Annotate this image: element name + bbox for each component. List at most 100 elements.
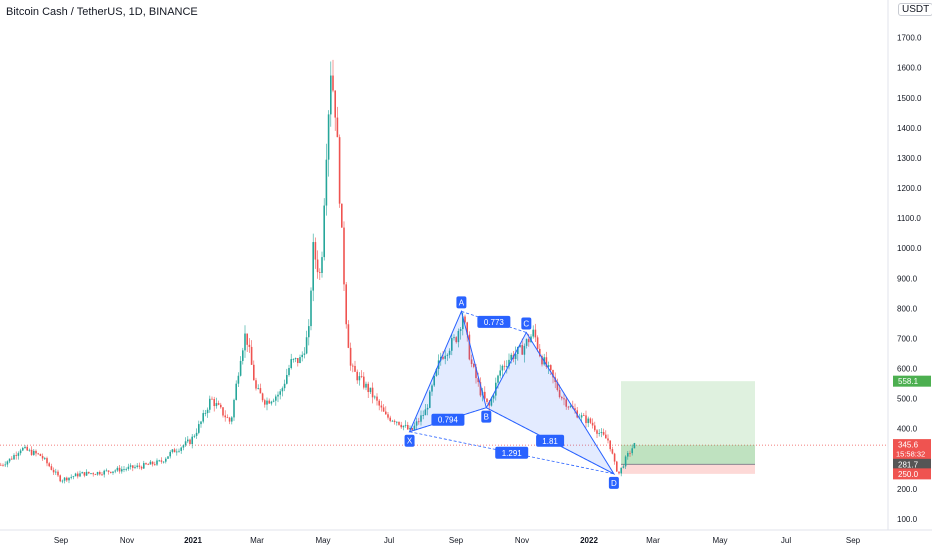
pattern-point-box — [608, 476, 619, 489]
price-axis-tick-label: 800.0 — [897, 304, 918, 313]
time-axis-tick-label: Mar — [250, 536, 264, 545]
candle-body — [620, 467, 622, 474]
candle-body — [68, 477, 70, 481]
candle-body — [268, 400, 270, 404]
candle-body — [433, 375, 435, 386]
candle-body — [19, 450, 22, 454]
candle-body — [77, 473, 79, 477]
candle-body — [624, 456, 627, 467]
candle-body — [532, 329, 534, 337]
candle-body — [587, 418, 589, 424]
ratio-label-box — [431, 413, 465, 426]
candle-body — [48, 463, 50, 467]
currency-unit-button[interactable]: USDT — [898, 3, 932, 16]
time-axis-tick-label: Sep — [449, 536, 464, 545]
candle-body — [382, 407, 385, 412]
candle-body — [4, 464, 6, 466]
price-label-box — [893, 468, 931, 480]
pattern-point-c: C — [523, 319, 529, 328]
candle-body — [618, 471, 620, 474]
candle-body — [154, 464, 156, 466]
candle-body — [165, 458, 167, 462]
candle-body — [426, 407, 429, 410]
candle-body — [24, 446, 26, 448]
candle-body — [13, 455, 15, 460]
candle-body — [255, 380, 257, 389]
candle-body — [215, 403, 218, 407]
candle-body — [371, 387, 374, 398]
candle-body — [44, 458, 46, 459]
candle-body — [222, 407, 224, 416]
candle-body — [220, 404, 222, 408]
candle-body — [574, 408, 576, 411]
candle-body — [547, 365, 550, 367]
candle-body — [349, 347, 352, 366]
pattern-point-box — [404, 434, 415, 447]
candle-body — [459, 329, 462, 331]
candle-body — [378, 400, 380, 406]
candle-body — [541, 356, 543, 365]
candle-body — [136, 465, 138, 467]
time-axis-tick-label: Jul — [781, 536, 791, 545]
candle-body — [499, 370, 501, 376]
price-axis-tick-label: 1700.0 — [897, 34, 922, 43]
candle-body — [147, 464, 149, 466]
candle-body — [55, 471, 57, 473]
candle-body — [319, 272, 321, 273]
candle-body — [59, 475, 61, 482]
candle-body — [323, 205, 325, 258]
candle-body — [41, 455, 44, 459]
price-axis-tick-label: 500.0 — [897, 395, 918, 404]
candle-body — [367, 383, 369, 393]
candle-body — [363, 376, 365, 388]
candle-body — [169, 451, 171, 457]
candle-body — [118, 467, 121, 472]
candle-body — [127, 466, 130, 469]
candle-body — [413, 425, 416, 430]
candle-body — [442, 356, 444, 359]
time-axis-tick-label: 2022 — [580, 536, 598, 545]
candle-body — [253, 364, 255, 381]
candle-body — [514, 354, 517, 359]
candle-body — [90, 473, 92, 474]
candle-body — [444, 355, 446, 359]
candle-body — [431, 385, 433, 392]
candle-body — [239, 360, 242, 376]
candle-body — [189, 439, 191, 445]
candle-body — [567, 406, 570, 408]
candle-body — [389, 417, 391, 421]
candle-body — [354, 365, 356, 372]
candle-body — [585, 415, 587, 424]
candle-body — [46, 458, 48, 464]
candle-body — [613, 453, 616, 462]
candle-body — [81, 472, 83, 474]
harmonic-triangle-xab — [408, 309, 487, 433]
candle-body — [277, 394, 279, 397]
candle-body — [74, 473, 77, 477]
candle-body — [631, 448, 633, 454]
candle-body — [409, 428, 411, 430]
countdown-label: 15:58:32 — [896, 450, 925, 459]
time-axis-tick-label: Jul — [384, 536, 394, 545]
candle-body — [312, 242, 314, 291]
candle-body — [596, 430, 598, 434]
candle-body — [22, 447, 24, 451]
candle-body — [297, 358, 299, 364]
candle-body — [330, 75, 332, 115]
candle-body — [446, 354, 449, 356]
candle-body — [143, 463, 145, 469]
candle-body — [224, 415, 226, 418]
candle-body — [616, 461, 618, 472]
candle-body — [50, 466, 53, 470]
candle-body — [39, 453, 42, 456]
candle-body — [272, 400, 275, 402]
candle-body — [99, 472, 101, 475]
ratio-line-ac — [461, 311, 527, 333]
chart-title: Bitcoin Cash / TetherUS, 1D, BINANCE — [6, 6, 198, 18]
candle-body — [563, 398, 565, 400]
candle-body — [198, 424, 200, 433]
price-axis-tick-label: 200.0 — [897, 485, 918, 494]
candle-body — [360, 376, 363, 377]
